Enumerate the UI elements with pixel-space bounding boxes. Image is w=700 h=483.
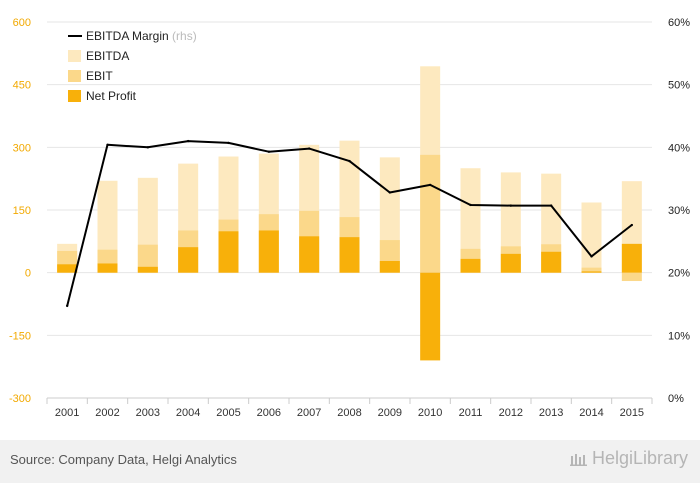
- legend-suffix: (rhs): [172, 29, 197, 43]
- y-right-tick-label: 40%: [668, 142, 690, 154]
- y-left-tick-label: -150: [9, 330, 31, 342]
- legend-swatch-ebit: [68, 70, 81, 82]
- y-left-tick-label: 600: [13, 17, 31, 29]
- point-ebitda-margin: [630, 223, 634, 227]
- library-icon: [569, 453, 587, 466]
- y-right-tick-label: 50%: [668, 80, 690, 92]
- legend: EBITDA Margin (rhs) EBITDA EBIT Net Profit: [68, 29, 197, 103]
- bar-net-profit: [541, 251, 562, 273]
- bar-net-profit: [97, 263, 118, 273]
- bar-net-profit: [460, 258, 481, 273]
- legend-swatch-ebitda: [68, 50, 81, 62]
- point-ebitda-margin: [146, 146, 150, 149]
- bar-net-profit: [137, 266, 158, 273]
- bar-ebit: [581, 267, 602, 273]
- y-right-tick-label: 10%: [668, 330, 690, 342]
- bars-layer: [57, 66, 642, 361]
- source-note: Source: Company Data, Helgi Analytics: [10, 452, 237, 467]
- bar-ebitda: [581, 202, 602, 273]
- legend-swatch-net-profit: [68, 90, 81, 102]
- bar-net-profit: [299, 236, 320, 273]
- x-tick-label: 2012: [499, 407, 523, 419]
- point-ebitda-margin: [227, 141, 230, 145]
- y-right-tick-label: 30%: [668, 205, 690, 217]
- bar-net-profit: [420, 272, 441, 361]
- x-tick-label: 2009: [378, 407, 402, 419]
- bar-ebitda: [97, 180, 118, 273]
- y-right-tick-label: 0%: [668, 393, 684, 405]
- axis-layer: -300 -150 0 150 300 450 600 0% 10% 20% 30% 40% 50% 60…: [9, 17, 690, 419]
- x-tick-label: 2003: [136, 407, 160, 419]
- bar-ebit: [621, 272, 642, 282]
- bar-net-profit: [500, 253, 521, 273]
- brand-logo: HelgiLibrary: [569, 448, 688, 469]
- x-tick-label: 2015: [620, 407, 644, 419]
- bar-net-profit: [581, 271, 602, 273]
- x-tick-label: 2013: [539, 407, 563, 419]
- point-ebitda-margin: [186, 139, 190, 143]
- bar-net-profit: [218, 231, 239, 273]
- x-tick-label: 2008: [337, 407, 361, 419]
- legend-label-net-profit: Net Profit: [86, 89, 137, 103]
- line-layer: [65, 139, 634, 308]
- y-left-tick-label: 300: [13, 142, 31, 154]
- point-ebitda-margin: [106, 143, 109, 147]
- point-ebitda-margin: [428, 183, 432, 187]
- point-ebitda-margin: [509, 204, 513, 207]
- x-tick-label: 2014: [579, 407, 603, 419]
- bar-net-profit: [258, 230, 279, 273]
- bar-net-profit: [57, 264, 78, 273]
- bar-ebit: [137, 244, 158, 273]
- bar-net-profit: [379, 260, 400, 273]
- x-tick-label: 2007: [297, 407, 321, 419]
- x-tick-label: 2006: [257, 407, 281, 419]
- y-right-tick-label: 20%: [668, 268, 690, 280]
- y-right-tick-label: 60%: [668, 17, 690, 29]
- bar-net-profit: [621, 243, 642, 273]
- point-ebitda-margin: [388, 191, 392, 194]
- point-ebitda-margin: [307, 147, 311, 150]
- bar-net-profit: [178, 247, 199, 273]
- point-ebitda-margin: [469, 203, 472, 207]
- brand-name: HelgiLibrary: [591, 448, 688, 468]
- footer: Source: Company Data, Helgi Analytics He…: [0, 440, 700, 483]
- x-tick-label: 2011: [459, 407, 483, 419]
- legend-label-ebitda-margin: EBITDA Margin (rhs): [86, 29, 197, 43]
- y-left-tick-label: 450: [13, 80, 31, 92]
- legend-label-ebit: EBIT: [86, 69, 113, 83]
- point-ebitda-margin: [65, 304, 69, 308]
- x-tick-label: 2002: [95, 407, 119, 419]
- y-left-tick-label: 0: [25, 268, 31, 280]
- bar-ebitda: [460, 168, 481, 273]
- chart-svg: -300 -150 0 150 300 450 600 0% 10% 20% 30% 40% 50% 60…: [9, 17, 690, 419]
- point-ebitda-margin: [590, 255, 593, 258]
- y-left-tick-label: -300: [9, 393, 31, 405]
- bar-net-profit: [339, 237, 360, 273]
- x-tick-label: 2004: [176, 407, 200, 419]
- point-ebitda-margin: [267, 150, 271, 153]
- x-tick-label: 2005: [216, 407, 240, 419]
- bar-ebit: [420, 154, 441, 273]
- point-ebitda-margin: [348, 159, 351, 163]
- point-ebitda-margin: [549, 204, 553, 207]
- legend-label-ebitda: EBITDA: [86, 49, 129, 63]
- x-tick-label: 2010: [418, 407, 442, 419]
- y-left-tick-label: 150: [13, 205, 31, 217]
- x-tick-label: 2001: [55, 407, 79, 419]
